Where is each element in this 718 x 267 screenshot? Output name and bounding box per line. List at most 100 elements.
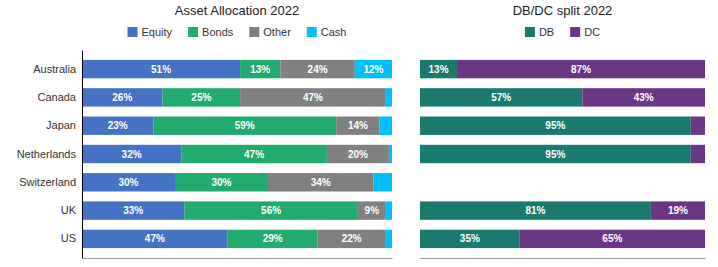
bar-segment [82,230,228,248]
data-label: 47% [303,92,323,103]
panel: DB/DC split 2022DBDC13%57%95%95%81%35%87… [420,3,706,259]
tick-label: Netherlands [17,148,77,160]
bar-segment [82,145,181,163]
data-label: 32% [122,149,142,160]
data-label: 30% [211,177,231,188]
bar-segment [380,117,392,135]
tick-label: Switzerland [19,176,76,188]
bar-segment [163,88,241,106]
tick-label: Japan [46,119,76,131]
data-labels: 13%57%95%95%81%35%87%43%19%65% [429,64,689,245]
legend-label: Other [263,26,291,38]
axis-line [421,258,706,259]
data-label: 47% [244,149,264,160]
bar-segment [386,201,392,219]
tick: Switzerland [19,176,82,188]
legend-swatch [525,27,535,37]
data-label: 29% [263,233,283,244]
bar-segment [82,88,163,106]
tick-label: Australia [33,63,77,75]
y-axis: Australia Canada Japan Netherlands Switzerla… [17,51,83,259]
tick: Australia [33,63,82,75]
legend-swatch [128,27,138,37]
bars [82,60,392,248]
data-labels: 51%26%23%32%30%33%47%13%25%59%47%30%56%2… [108,64,384,245]
data-label: 24% [308,64,328,75]
legend-label: DC [584,26,600,38]
data-label: 13% [250,64,270,75]
legend-item: DC [570,26,600,38]
bar-segment [82,173,175,191]
data-label: 12% [363,64,383,75]
legend-label: Bonds [202,26,234,38]
bar-segment [420,173,421,191]
bar-segment [373,173,392,191]
bar-segment [82,201,184,219]
bar-segment [691,117,705,135]
data-label: 57% [491,92,511,103]
bar-segment [268,173,373,191]
bar-segment [240,88,386,106]
legend: Equity Bonds Other Cash [128,26,347,38]
bar-segment [336,117,379,135]
tick: Canada [37,91,82,103]
bar-segment [582,88,705,106]
bar-segment [184,201,358,219]
bar-segment [82,60,240,78]
tick-label: Canada [37,91,76,103]
data-label: 34% [311,177,331,188]
data-label: 30% [118,177,138,188]
bar-segment [240,60,280,78]
bar-segment [358,201,386,219]
data-label: 95% [545,149,565,160]
x-axis [421,258,706,259]
x-axis [83,258,393,259]
legend-label: DB [539,26,554,38]
bar-segment [691,145,705,163]
bar-segment [153,117,336,135]
legend-item: Other [249,26,291,38]
bar-segment [327,145,389,163]
title: DB/DC split 2022 [513,3,613,18]
bar-segment [651,201,705,219]
legend-label: Equity [142,26,173,38]
bar-segment [82,117,153,135]
legend-swatch [307,27,317,37]
bar-segment [386,88,392,106]
data-label: 33% [123,205,143,216]
bar-segment [355,60,392,78]
data-label: 9% [365,205,380,216]
data-label: 47% [145,233,165,244]
data-label: 51% [151,64,171,75]
tick: Netherlands [17,148,82,160]
data-label: 25% [191,92,211,103]
tick: UK [61,204,82,216]
bar-segment [228,230,318,248]
bar-segment [318,230,386,248]
title: Asset Allocation 2022 [175,3,299,18]
legend-label: Cash [321,26,347,38]
bar-segment [457,60,705,78]
data-label: 65% [602,233,622,244]
data-label: 22% [342,233,362,244]
legend-swatch [570,27,580,37]
data-label: 19% [668,205,688,216]
legend-item: Cash [307,26,347,38]
data-label: 87% [571,64,591,75]
data-label: 81% [525,205,545,216]
bar-segment [420,230,520,248]
data-label: 56% [261,205,281,216]
data-label: 26% [112,92,132,103]
data-label: 59% [235,120,255,131]
legend-item: Bonds [188,26,234,38]
data-label: 13% [429,64,449,75]
data-label: 35% [460,233,480,244]
bar-segment [386,230,392,248]
bar-segment [280,60,354,78]
axis-line [82,51,83,259]
bar-segment [420,173,421,191]
bar-segment [175,173,268,191]
bar-segment [420,117,691,135]
bar-segment [420,88,582,106]
tick: Japan [46,119,82,131]
